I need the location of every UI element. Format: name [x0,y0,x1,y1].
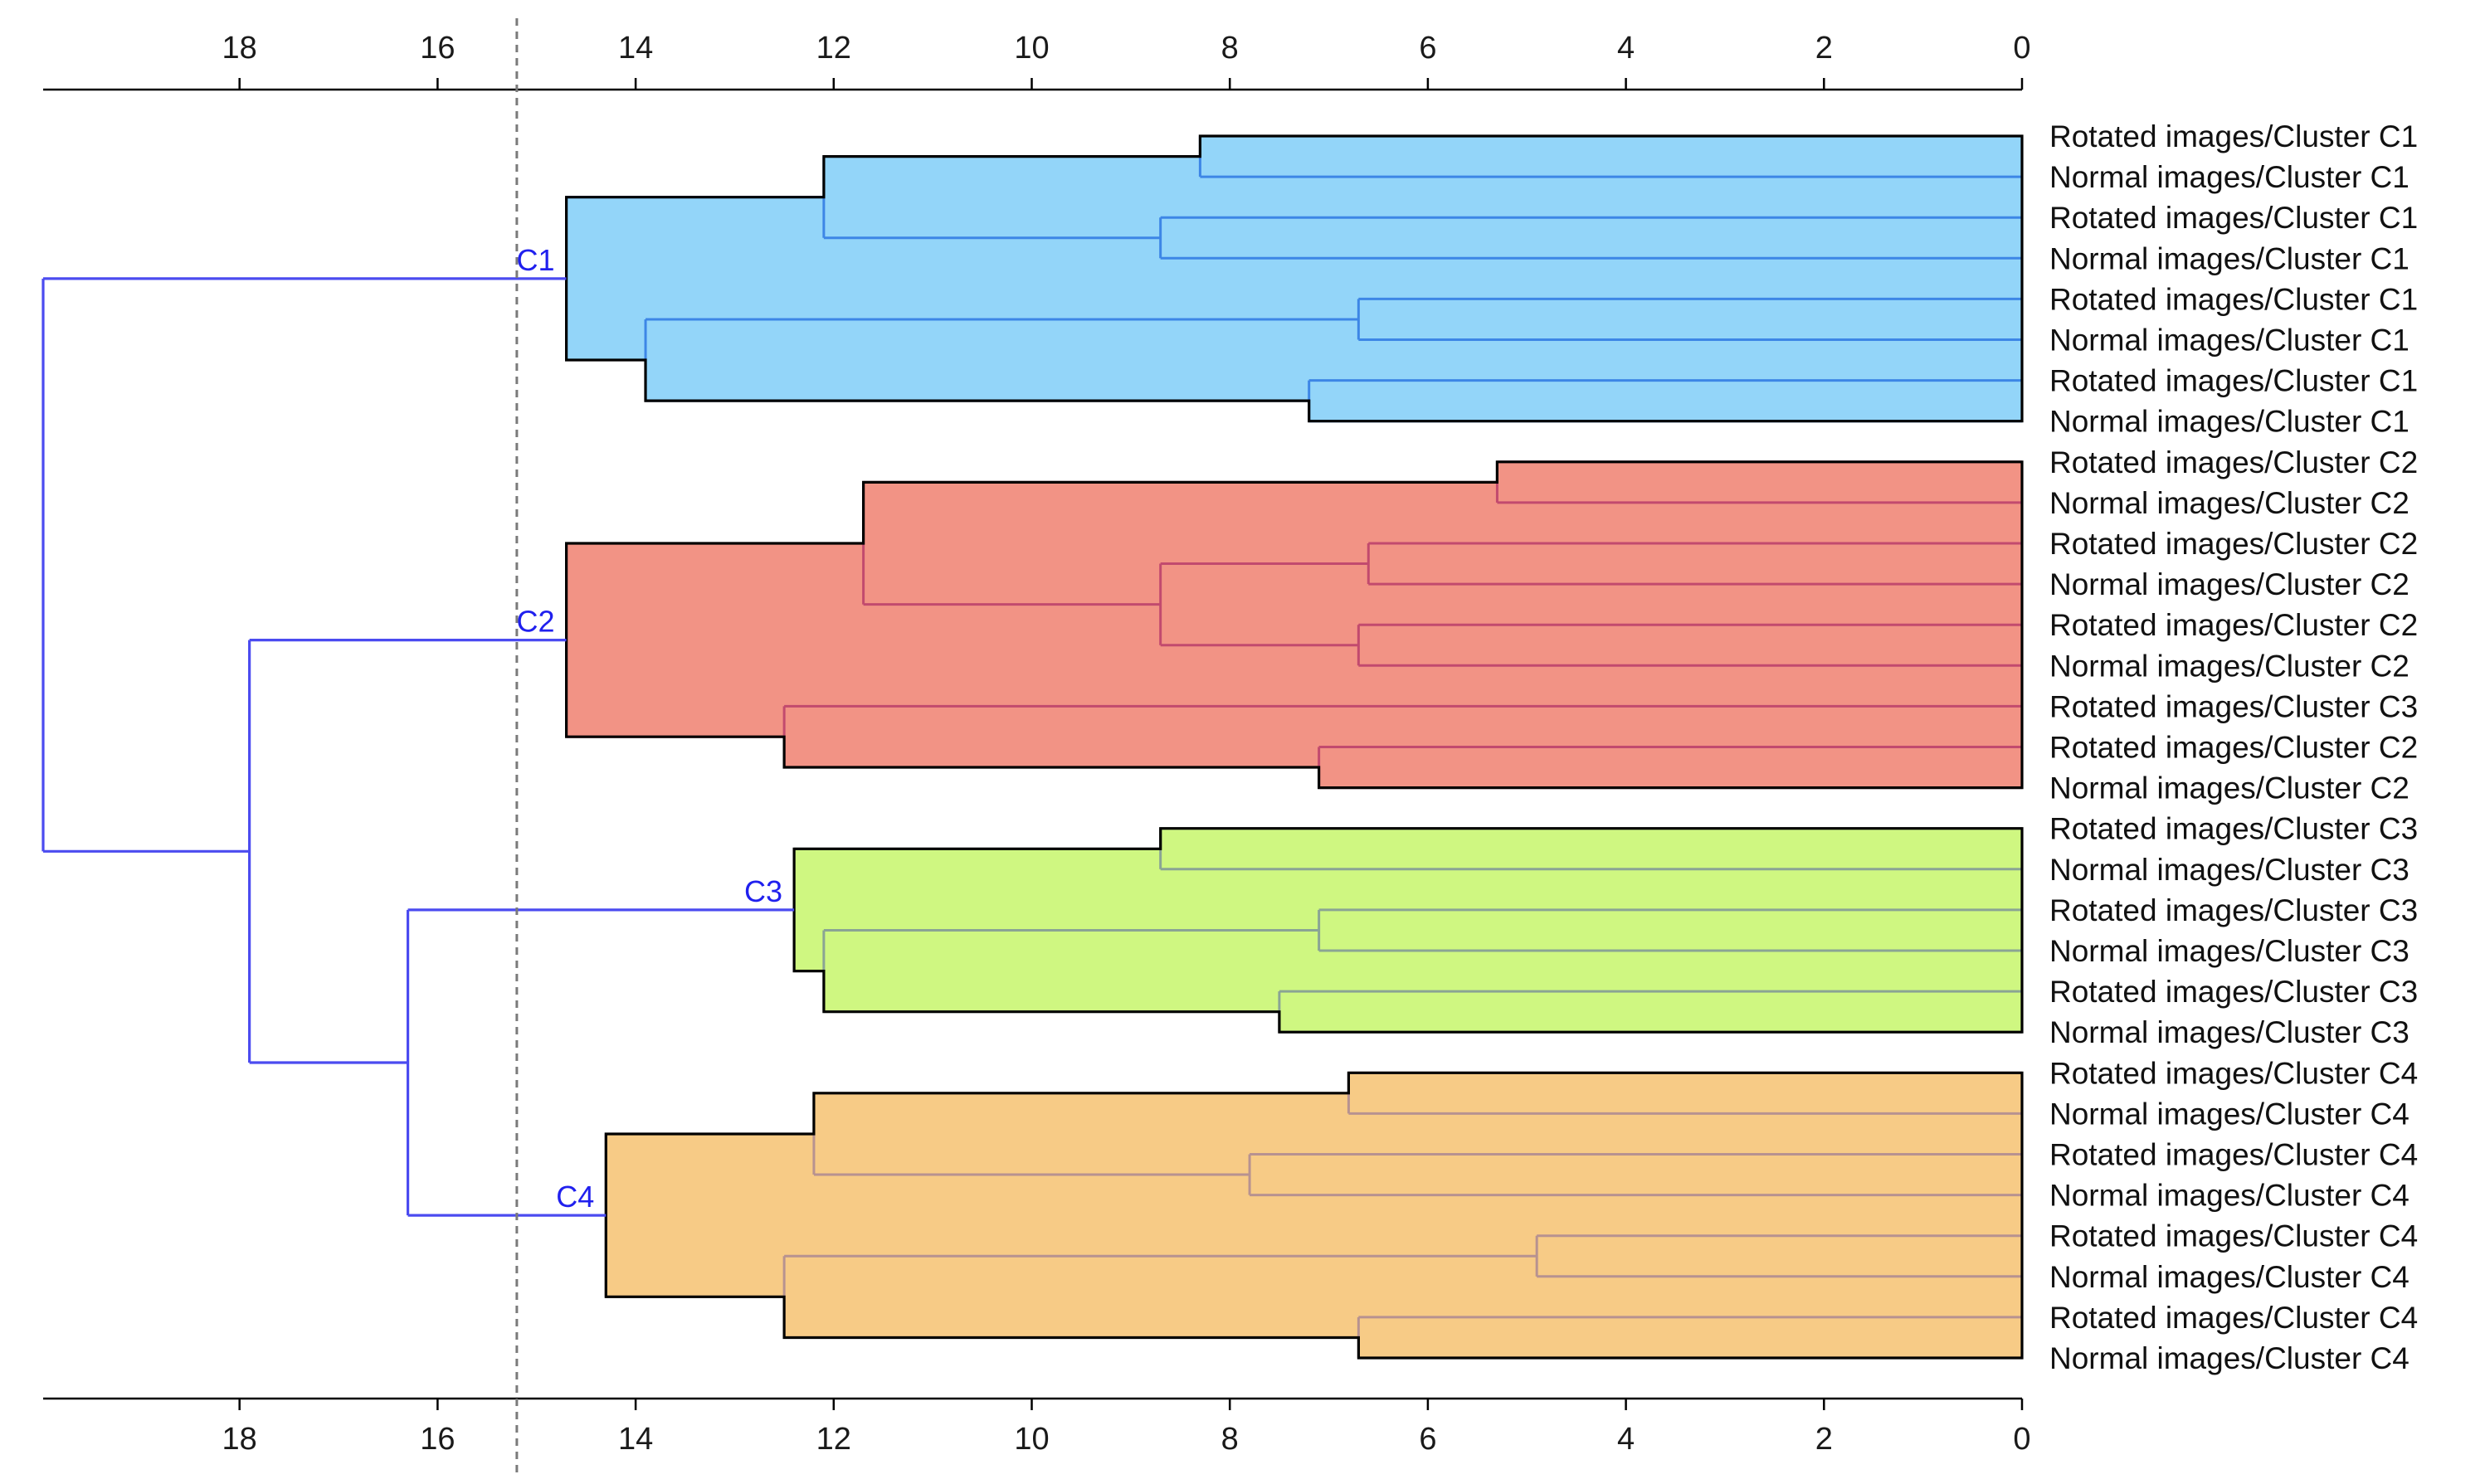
leaf-label: Rotated images/Cluster C4 [2049,1219,2418,1253]
x-tick-label-top: 6 [1419,31,1436,66]
x-tick-label-top: 2 [1815,31,1833,66]
leaf-label: Rotated images/Cluster C3 [2049,893,2418,927]
leaf-label: Rotated images/Cluster C4 [2049,1138,2418,1172]
leaf-label: Rotated images/Cluster C2 [2049,445,2418,479]
leaf-label: Normal images/Cluster C2 [2049,771,2409,805]
leaf-label: Rotated images/Cluster C3 [2049,689,2418,723]
x-tick-label-bottom: 18 [222,1422,257,1457]
leaf-label: Normal images/Cluster C2 [2049,486,2409,520]
cluster-fill-c4 [606,1073,2022,1358]
leaf-label: Normal images/Cluster C4 [2049,1260,2409,1294]
leaf-label: Normal images/Cluster C1 [2049,160,2409,194]
leaf-label: Rotated images/Cluster C4 [2049,1056,2418,1090]
leaf-label: Normal images/Cluster C4 [2049,1179,2409,1213]
leaf-label: Normal images/Cluster C2 [2049,567,2409,601]
leaf-label: Normal images/Cluster C4 [2049,1097,2409,1131]
leaf-label: Normal images/Cluster C3 [2049,934,2409,968]
leaf-label: Rotated images/Cluster C1 [2049,119,2418,153]
cluster-fill-c1 [566,136,2022,421]
x-tick-label-top: 14 [618,31,653,66]
x-tick-label-top: 8 [1221,31,1239,66]
x-tick-label-top: 4 [1617,31,1635,66]
x-tick-label-bottom: 10 [1014,1422,1049,1457]
x-tick-label-bottom: 14 [618,1422,653,1457]
leaf-label: Normal images/Cluster C1 [2049,405,2409,439]
leaf-label: Rotated images/Cluster C1 [2049,282,2418,316]
leaf-label: Normal images/Cluster C4 [2049,1341,2409,1375]
cluster-label-layer: C1 C2 C3 C4 [517,243,783,1214]
x-tick-label-top: 0 [2013,31,2030,66]
leaf-label: Normal images/Cluster C1 [2049,324,2409,358]
leaf-label: Rotated images/Cluster C2 [2049,527,2418,561]
cluster-outline-c4 [604,1071,2024,1360]
x-tick-label-bottom: 12 [816,1422,851,1457]
x-tick-label-bottom: 8 [1221,1422,1239,1457]
x-tick-label-bottom: 0 [2013,1422,2030,1457]
cluster-outline-c3 [792,827,2024,1034]
leaf-label: Rotated images/Cluster C1 [2049,201,2418,235]
leaf-label: Normal images/Cluster C3 [2049,1015,2409,1049]
cluster-label-c2: C2 [517,605,555,639]
leaf-label: Rotated images/Cluster C2 [2049,731,2418,765]
leaf-label: Rotated images/Cluster C3 [2049,812,2418,846]
leaf-label: Rotated images/Cluster C1 [2049,364,2418,398]
axes-layer: 18 18 16 16 14 14 12 12 10 10 8 8 6 6 4 4 2 2 0 0 [43,18,2031,1473]
x-tick-label-bottom: 2 [1815,1422,1833,1457]
cluster-label-c1: C1 [517,243,555,277]
x-tick-label-top: 18 [222,31,257,66]
leaf-label: Rotated images/Cluster C4 [2049,1301,2418,1335]
cluster-outline-c2 [564,460,2024,790]
upper-tree-layer [41,277,795,1217]
leaf-label: Normal images/Cluster C2 [2049,649,2409,683]
x-tick-label-top: 16 [420,31,455,66]
leaf-label-layer: Rotated images/Cluster C1 Normal images/C… [2049,119,2418,1375]
x-tick-label-bottom: 4 [1617,1422,1635,1457]
cluster-label-c4: C4 [556,1180,594,1214]
x-tick-label-top: 10 [1014,31,1049,66]
leaf-label: Rotated images/Cluster C2 [2049,608,2418,642]
cluster-outline-layer [564,134,2024,1360]
x-tick-label-bottom: 6 [1419,1422,1436,1457]
leaf-label: Normal images/Cluster C1 [2049,241,2409,275]
cluster-label-c3: C3 [744,874,782,908]
x-tick-label-top: 12 [816,31,851,66]
cluster-outline-c1 [564,134,2024,423]
leaf-label: Normal images/Cluster C3 [2049,853,2409,887]
x-tick-label-bottom: 16 [420,1422,455,1457]
leaf-label: Rotated images/Cluster C3 [2049,975,2418,1009]
cluster-fill-c3 [794,828,2022,1033]
